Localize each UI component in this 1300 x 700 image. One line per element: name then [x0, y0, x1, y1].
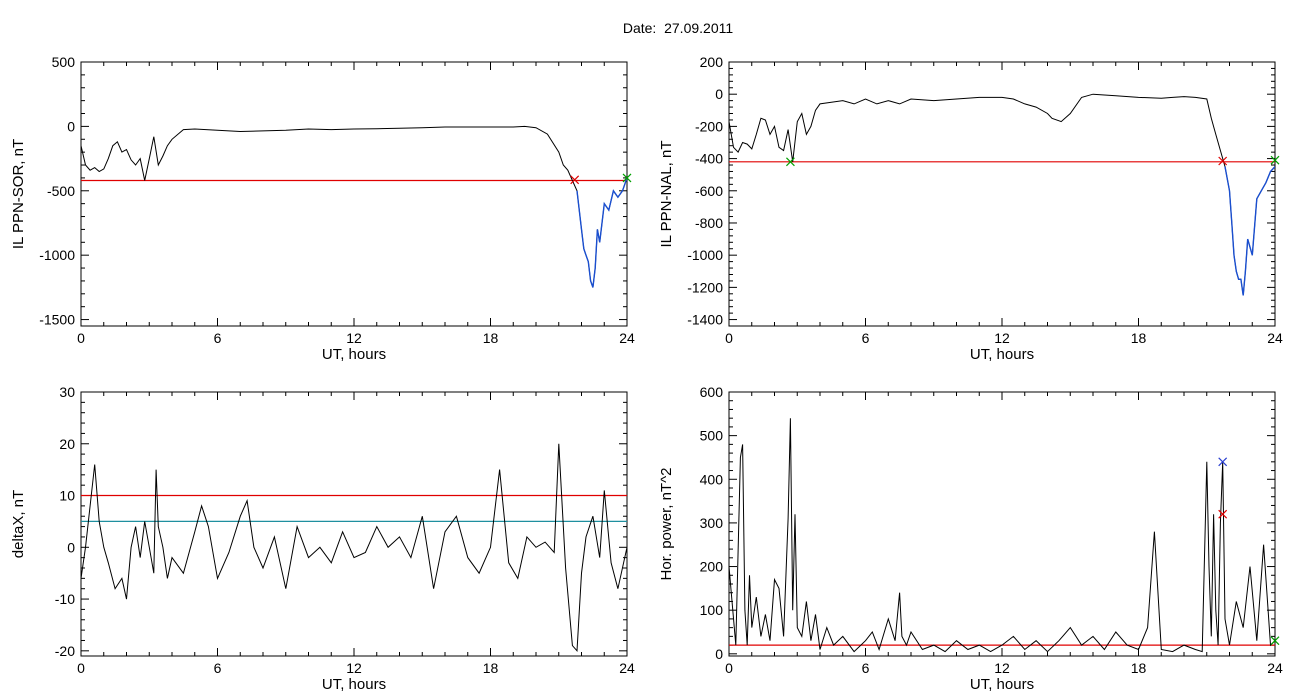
x-tick-label: 24	[619, 330, 635, 346]
y-tick-label: 20	[59, 436, 75, 452]
y-axis-label: IL PPN-NAL, nT	[658, 141, 675, 248]
marker-red-x	[1218, 509, 1228, 519]
marker-red-x	[570, 175, 580, 185]
y-tick-label: 600	[700, 384, 724, 400]
x-tick-label: 6	[214, 660, 222, 676]
plot-frame	[80, 61, 628, 327]
x-tick-label: 0	[725, 660, 733, 676]
y-tick-label: -400	[695, 151, 723, 167]
y-tick-label: -20	[55, 643, 75, 659]
panel-deltax: 0 6 12 18 24 -20 -10 0 10 20 30 UT, hours deltaX, nT	[10, 384, 635, 693]
x-tick-label: 0	[725, 330, 733, 346]
x-tick-label: 24	[1267, 660, 1283, 676]
marker-green-x	[786, 157, 795, 167]
x-axis-label: UT, hours	[322, 346, 386, 363]
y-axis-label: Hor. power, nT^2	[658, 468, 675, 581]
x-tick-label: 6	[214, 330, 222, 346]
series-line	[729, 93, 1275, 296]
date-label: Date:	[622, 20, 657, 36]
y-tick-label: -10	[55, 591, 75, 607]
x-tick-label: 6	[862, 660, 870, 676]
marker-green-x	[1270, 155, 1280, 165]
plot-frame	[80, 391, 628, 657]
x-tick-label: 18	[483, 660, 499, 676]
y-tick-label: 500	[52, 54, 76, 70]
panel-il-sor: 0 6 12 18 24 -1500 -1000 -500 0 500 UT, hours IL PP…	[10, 54, 635, 363]
y-axis-label: IL PPN-SOR, nT	[10, 139, 27, 249]
series-line	[81, 125, 627, 288]
y-tick-label: 0	[67, 539, 75, 555]
y-tick-label: 0	[67, 118, 75, 134]
x-tick-label: 18	[1131, 330, 1147, 346]
y-tick-label: -200	[695, 118, 723, 134]
y-axis-label: deltaX, nT	[10, 490, 27, 558]
y-tick-label: -1500	[39, 312, 75, 328]
y-tick-label: -1000	[39, 247, 75, 263]
plot-frame	[728, 391, 1276, 657]
x-tick-label: 12	[346, 660, 362, 676]
x-tick-label: 24	[619, 660, 635, 676]
plot-frame	[728, 61, 1276, 327]
event-segment-line	[576, 177, 627, 288]
date-value: 27.09.2011	[664, 20, 734, 36]
y-tick-label: 200	[700, 54, 724, 70]
y-tick-label: 30	[59, 384, 75, 400]
y-tick-label: -500	[47, 183, 75, 199]
y-tick-label: -1200	[687, 279, 723, 295]
y-tick-label: 100	[700, 602, 724, 618]
x-tick-label: 12	[994, 660, 1010, 676]
x-axis-label: UT, hours	[970, 676, 1034, 693]
x-tick-label: 12	[994, 330, 1010, 346]
panel-hor-power: 0 6 12 18 24 0 100 200 300 400 500 600 UT, hours Hor.…	[658, 384, 1283, 693]
marker-blue-x	[1218, 457, 1228, 467]
x-axis-label: UT, hours	[970, 346, 1034, 363]
y-tick-label: -600	[695, 183, 723, 199]
y-tick-label: 200	[700, 559, 724, 575]
x-tick-label: 6	[862, 330, 870, 346]
series-line	[81, 443, 627, 653]
y-tick-label: -1000	[687, 247, 723, 263]
y-tick-label: 300	[700, 515, 724, 531]
x-axis-label: UT, hours	[322, 676, 386, 693]
marker-green-x	[622, 173, 632, 183]
x-tick-label: 24	[1267, 330, 1283, 346]
y-tick-label: -1400	[687, 312, 723, 328]
event-segment-line	[1224, 166, 1275, 296]
y-tick-label: -800	[695, 215, 723, 231]
panel-il-nal: 0 6 12 18 24 -1400 -1200 -1000 -800 -600 -400 -200 0…	[658, 54, 1283, 363]
series-line	[729, 418, 1275, 653]
x-tick-label: 0	[77, 330, 85, 346]
y-tick-label: 0	[715, 646, 723, 662]
y-tick-label: 400	[700, 471, 724, 487]
marker-green-x	[1270, 636, 1280, 646]
x-tick-label: 18	[1131, 660, 1147, 676]
x-tick-label: 12	[346, 330, 362, 346]
figure-title: Date: 27.09.2011	[0, 20, 1300, 36]
x-tick-label: 0	[77, 660, 85, 676]
y-tick-label: 0	[715, 86, 723, 102]
marker-red-x	[1218, 156, 1228, 166]
y-tick-label: 500	[700, 428, 724, 444]
x-tick-label: 18	[483, 330, 499, 346]
y-tick-label: 10	[59, 488, 75, 504]
